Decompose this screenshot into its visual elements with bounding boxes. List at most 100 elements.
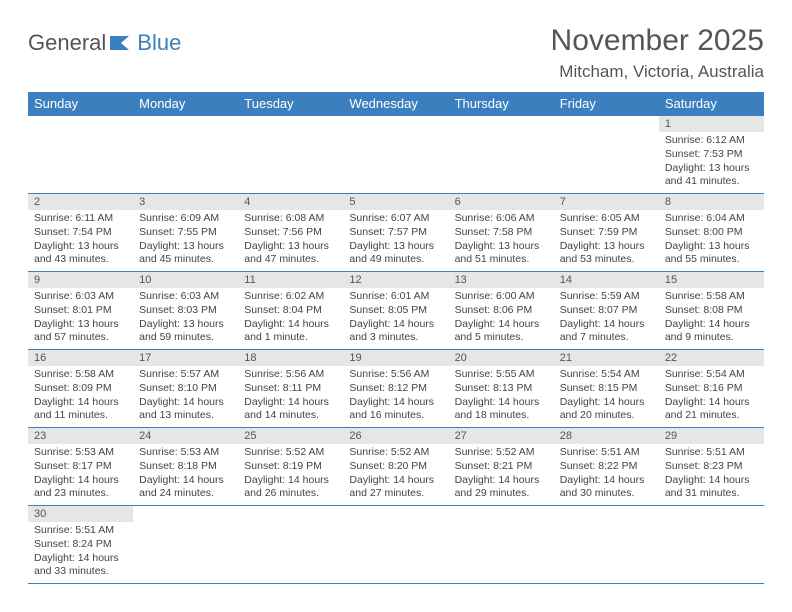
sunrise-line: Sunrise: 6:02 AM xyxy=(244,290,337,304)
sunrise-line: Sunrise: 5:53 AM xyxy=(34,446,127,460)
day-number: 1 xyxy=(659,116,764,132)
calendar-day: 23Sunrise: 5:53 AMSunset: 8:17 PMDayligh… xyxy=(28,428,133,506)
day-details: Sunrise: 5:53 AMSunset: 8:18 PMDaylight:… xyxy=(133,444,238,505)
daylight-line: Daylight: 14 hours and 18 minutes. xyxy=(455,396,548,423)
sunset-line: Sunset: 8:05 PM xyxy=(349,304,442,318)
sunset-line: Sunset: 7:58 PM xyxy=(455,226,548,240)
day-details: Sunrise: 6:02 AMSunset: 8:04 PMDaylight:… xyxy=(238,288,343,349)
day-number: 17 xyxy=(133,350,238,366)
sunset-line: Sunset: 8:06 PM xyxy=(455,304,548,318)
day-number: 9 xyxy=(28,272,133,288)
day-details: Sunrise: 6:12 AMSunset: 7:53 PMDaylight:… xyxy=(659,132,764,193)
daylight-line: Daylight: 13 hours and 49 minutes. xyxy=(349,240,442,267)
calendar-row: 16Sunrise: 5:58 AMSunset: 8:09 PMDayligh… xyxy=(28,350,764,428)
day-details: Sunrise: 5:58 AMSunset: 8:08 PMDaylight:… xyxy=(659,288,764,349)
day-details: Sunrise: 5:51 AMSunset: 8:22 PMDaylight:… xyxy=(554,444,659,505)
calendar-day: 4Sunrise: 6:08 AMSunset: 7:56 PMDaylight… xyxy=(238,194,343,272)
sunset-line: Sunset: 8:15 PM xyxy=(560,382,653,396)
day-number: 11 xyxy=(238,272,343,288)
calendar-day: 11Sunrise: 6:02 AMSunset: 8:04 PMDayligh… xyxy=(238,272,343,350)
day-details: Sunrise: 5:51 AMSunset: 8:23 PMDaylight:… xyxy=(659,444,764,505)
calendar-day: 29Sunrise: 5:51 AMSunset: 8:23 PMDayligh… xyxy=(659,428,764,506)
daylight-line: Daylight: 14 hours and 24 minutes. xyxy=(139,474,232,501)
sunset-line: Sunset: 8:24 PM xyxy=(34,538,127,552)
day-number: 19 xyxy=(343,350,448,366)
weekday-header: Tuesday xyxy=(238,92,343,116)
calendar-row: 9Sunrise: 6:03 AMSunset: 8:01 PMDaylight… xyxy=(28,272,764,350)
calendar-day: 6Sunrise: 6:06 AMSunset: 7:58 PMDaylight… xyxy=(449,194,554,272)
day-details: Sunrise: 5:55 AMSunset: 8:13 PMDaylight:… xyxy=(449,366,554,427)
calendar-empty xyxy=(28,116,133,194)
sunrise-line: Sunrise: 5:58 AM xyxy=(665,290,758,304)
daylight-line: Daylight: 13 hours and 41 minutes. xyxy=(665,162,758,189)
day-number: 21 xyxy=(554,350,659,366)
daylight-line: Daylight: 13 hours and 59 minutes. xyxy=(139,318,232,345)
sunset-line: Sunset: 8:16 PM xyxy=(665,382,758,396)
day-details: Sunrise: 5:56 AMSunset: 8:11 PMDaylight:… xyxy=(238,366,343,427)
sunset-line: Sunset: 7:57 PM xyxy=(349,226,442,240)
day-number: 4 xyxy=(238,194,343,210)
day-number: 2 xyxy=(28,194,133,210)
day-number: 20 xyxy=(449,350,554,366)
sunset-line: Sunset: 8:21 PM xyxy=(455,460,548,474)
logo-text-general: General xyxy=(28,30,106,56)
day-number: 25 xyxy=(238,428,343,444)
daylight-line: Daylight: 14 hours and 27 minutes. xyxy=(349,474,442,501)
logo-text-blue: Blue xyxy=(137,30,181,56)
sunset-line: Sunset: 8:00 PM xyxy=(665,226,758,240)
logo: General Blue xyxy=(28,30,181,56)
sunset-line: Sunset: 8:01 PM xyxy=(34,304,127,318)
calendar-day: 17Sunrise: 5:57 AMSunset: 8:10 PMDayligh… xyxy=(133,350,238,428)
calendar-day: 21Sunrise: 5:54 AMSunset: 8:15 PMDayligh… xyxy=(554,350,659,428)
sunset-line: Sunset: 7:59 PM xyxy=(560,226,653,240)
daylight-line: Daylight: 13 hours and 53 minutes. xyxy=(560,240,653,267)
calendar-empty xyxy=(449,506,554,584)
day-number: 27 xyxy=(449,428,554,444)
sunset-line: Sunset: 8:03 PM xyxy=(139,304,232,318)
sunrise-line: Sunrise: 5:59 AM xyxy=(560,290,653,304)
day-details: Sunrise: 6:01 AMSunset: 8:05 PMDaylight:… xyxy=(343,288,448,349)
daylight-line: Daylight: 13 hours and 55 minutes. xyxy=(665,240,758,267)
day-number: 16 xyxy=(28,350,133,366)
daylight-line: Daylight: 14 hours and 3 minutes. xyxy=(349,318,442,345)
calendar-day: 16Sunrise: 5:58 AMSunset: 8:09 PMDayligh… xyxy=(28,350,133,428)
location: Mitcham, Victoria, Australia xyxy=(551,62,764,82)
calendar-empty xyxy=(449,116,554,194)
daylight-line: Daylight: 13 hours and 51 minutes. xyxy=(455,240,548,267)
day-details: Sunrise: 6:04 AMSunset: 8:00 PMDaylight:… xyxy=(659,210,764,271)
sunrise-line: Sunrise: 5:52 AM xyxy=(455,446,548,460)
calendar-body: 1Sunrise: 6:12 AMSunset: 7:53 PMDaylight… xyxy=(28,116,764,584)
calendar-day: 8Sunrise: 6:04 AMSunset: 8:00 PMDaylight… xyxy=(659,194,764,272)
month-title: November 2025 xyxy=(551,24,764,58)
sunrise-line: Sunrise: 6:08 AM xyxy=(244,212,337,226)
day-details: Sunrise: 5:52 AMSunset: 8:19 PMDaylight:… xyxy=(238,444,343,505)
sunrise-line: Sunrise: 5:53 AM xyxy=(139,446,232,460)
sunset-line: Sunset: 7:53 PM xyxy=(665,148,758,162)
calendar-row: 1Sunrise: 6:12 AMSunset: 7:53 PMDaylight… xyxy=(28,116,764,194)
calendar-day: 25Sunrise: 5:52 AMSunset: 8:19 PMDayligh… xyxy=(238,428,343,506)
calendar-day: 26Sunrise: 5:52 AMSunset: 8:20 PMDayligh… xyxy=(343,428,448,506)
calendar-empty xyxy=(238,506,343,584)
weekday-header: Saturday xyxy=(659,92,764,116)
day-number: 5 xyxy=(343,194,448,210)
day-details: Sunrise: 5:51 AMSunset: 8:24 PMDaylight:… xyxy=(28,522,133,583)
daylight-line: Daylight: 14 hours and 5 minutes. xyxy=(455,318,548,345)
day-details: Sunrise: 5:52 AMSunset: 8:20 PMDaylight:… xyxy=(343,444,448,505)
calendar-day: 30Sunrise: 5:51 AMSunset: 8:24 PMDayligh… xyxy=(28,506,133,584)
title-block: November 2025 Mitcham, Victoria, Austral… xyxy=(551,24,764,82)
daylight-line: Daylight: 14 hours and 26 minutes. xyxy=(244,474,337,501)
sunrise-line: Sunrise: 5:51 AM xyxy=(34,524,127,538)
calendar-day: 13Sunrise: 6:00 AMSunset: 8:06 PMDayligh… xyxy=(449,272,554,350)
day-details: Sunrise: 5:52 AMSunset: 8:21 PMDaylight:… xyxy=(449,444,554,505)
calendar-empty xyxy=(554,506,659,584)
day-number: 24 xyxy=(133,428,238,444)
day-number: 8 xyxy=(659,194,764,210)
day-details: Sunrise: 6:06 AMSunset: 7:58 PMDaylight:… xyxy=(449,210,554,271)
calendar-day: 1Sunrise: 6:12 AMSunset: 7:53 PMDaylight… xyxy=(659,116,764,194)
day-details: Sunrise: 6:03 AMSunset: 8:03 PMDaylight:… xyxy=(133,288,238,349)
sunrise-line: Sunrise: 5:58 AM xyxy=(34,368,127,382)
day-number: 7 xyxy=(554,194,659,210)
day-number: 22 xyxy=(659,350,764,366)
daylight-line: Daylight: 14 hours and 29 minutes. xyxy=(455,474,548,501)
day-number: 15 xyxy=(659,272,764,288)
